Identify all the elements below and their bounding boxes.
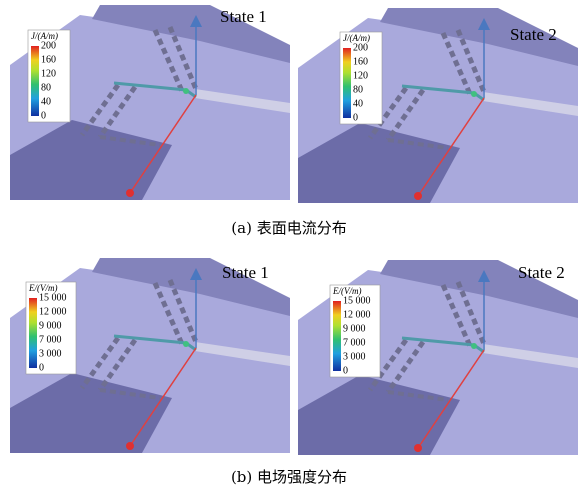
colorbar-tick-label: 80 bbox=[353, 84, 363, 95]
state-label: State 2 bbox=[518, 263, 565, 282]
colorbar-tick-label: 160 bbox=[41, 54, 56, 65]
colorbar-tick-label: 15 000 bbox=[39, 292, 67, 303]
caption: (b) 电场强度分布 bbox=[231, 468, 347, 486]
colorbar-tick-label: 40 bbox=[41, 96, 51, 107]
colorbar-tick-label: 0 bbox=[39, 362, 44, 373]
colorbar-tick-label: 15 000 bbox=[343, 295, 371, 306]
colorbar-tick-label: 12 000 bbox=[39, 306, 67, 317]
figure: State 1J/(A/m)20016012080400State 2J/(A/… bbox=[0, 0, 578, 489]
state-label: State 1 bbox=[220, 7, 267, 26]
colorbar-tick-label: 80 bbox=[41, 82, 51, 93]
color-bar bbox=[333, 301, 341, 371]
colorbar-tick-label: 12 000 bbox=[343, 309, 371, 320]
color-bar bbox=[29, 298, 37, 368]
colorbar-tick-label: 200 bbox=[41, 40, 56, 51]
colorbar-tick-label: 200 bbox=[353, 42, 368, 53]
colorbar-tick-label: 0 bbox=[41, 110, 46, 121]
colorbar-tick-label: 9 000 bbox=[39, 320, 62, 331]
colorbar-tick-label: 40 bbox=[353, 98, 363, 109]
color-bar bbox=[31, 46, 39, 116]
state-label: State 2 bbox=[510, 25, 557, 44]
colorbar-tick-label: 0 bbox=[353, 112, 358, 123]
colorbar-tick-label: 9 000 bbox=[343, 323, 366, 334]
colorbar-tick-label: 3 000 bbox=[39, 348, 62, 359]
colorbar-tick-label: 3 000 bbox=[343, 351, 366, 362]
colorbar-tick-label: 120 bbox=[41, 68, 56, 79]
state-label: State 1 bbox=[222, 263, 269, 282]
color-bar bbox=[343, 48, 351, 118]
caption: (a) 表面电流分布 bbox=[231, 219, 346, 237]
colorbar-tick-label: 120 bbox=[353, 70, 368, 81]
colorbar-tick-label: 0 bbox=[343, 365, 348, 376]
colorbar-tick-label: 7 000 bbox=[39, 334, 62, 345]
colorbar-tick-label: 7 000 bbox=[343, 337, 366, 348]
colorbar-tick-label: 160 bbox=[353, 56, 368, 67]
